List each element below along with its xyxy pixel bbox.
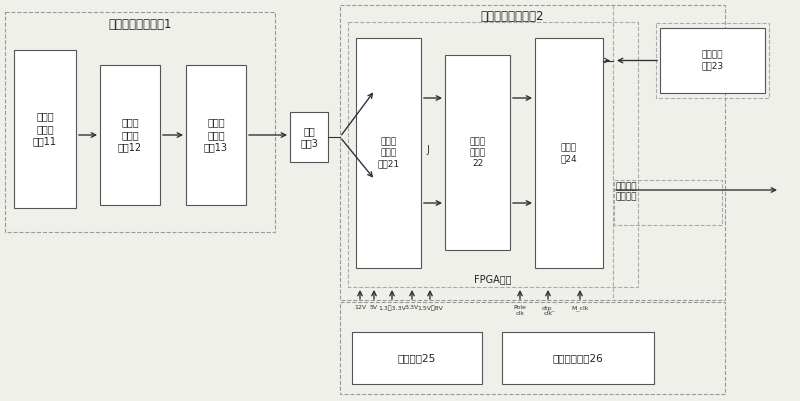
Text: 仿真参
数设置
模块11: 仿真参 数设置 模块11 bbox=[33, 111, 57, 146]
Bar bbox=[14, 50, 76, 208]
Text: 误码转
发结果
模块12: 误码转 发结果 模块12 bbox=[118, 117, 142, 152]
Bar bbox=[348, 22, 638, 287]
Bar bbox=[445, 55, 510, 250]
Text: 通信
接口3: 通信 接口3 bbox=[300, 126, 318, 148]
Bar bbox=[100, 65, 160, 205]
Text: dtp_
clk: dtp_ clk bbox=[541, 305, 555, 316]
Text: 5V: 5V bbox=[370, 305, 378, 310]
Text: 信道特
性产生
模块21: 信道特 性产生 模块21 bbox=[378, 138, 399, 168]
Bar bbox=[5, 12, 275, 232]
Bar bbox=[660, 28, 765, 93]
Text: 收发单
元24: 收发单 元24 bbox=[561, 143, 578, 163]
Bar bbox=[356, 38, 421, 268]
Text: FPGA芯片: FPGA芯片 bbox=[474, 274, 512, 284]
Bar bbox=[535, 38, 603, 268]
Bar bbox=[340, 302, 725, 394]
Text: 1.3、3.3V: 1.3、3.3V bbox=[378, 305, 406, 311]
Text: 电源电路25: 电源电路25 bbox=[398, 353, 436, 363]
Text: 实时信道控制装置1: 实时信道控制装置1 bbox=[108, 18, 172, 30]
Bar bbox=[352, 332, 482, 384]
Text: 1.5V、8V: 1.5V、8V bbox=[417, 305, 443, 311]
Text: 3.3V: 3.3V bbox=[405, 305, 419, 310]
Text: 时钟分配电路26: 时钟分配电路26 bbox=[553, 353, 603, 363]
Text: 误码率
统计算
模块13: 误码率 统计算 模块13 bbox=[204, 117, 228, 152]
Bar bbox=[340, 5, 725, 300]
Text: 12V: 12V bbox=[354, 305, 366, 310]
Text: 实时信道模拟装置2: 实时信道模拟装置2 bbox=[481, 10, 544, 24]
Text: J: J bbox=[426, 145, 429, 155]
Bar bbox=[290, 112, 328, 162]
Text: 先派码数
据源23: 先派码数 据源23 bbox=[702, 51, 723, 71]
Bar bbox=[186, 65, 246, 205]
Text: 误码叠
加模块
22: 误码叠 加模块 22 bbox=[470, 137, 486, 168]
Bar bbox=[502, 332, 654, 384]
Text: 链路仿真
误码图案: 链路仿真 误码图案 bbox=[616, 182, 638, 201]
Bar bbox=[614, 180, 722, 225]
Text: M_clk: M_clk bbox=[571, 305, 589, 311]
Bar bbox=[656, 23, 769, 98]
Text: Pole
clk: Pole clk bbox=[514, 305, 526, 316]
